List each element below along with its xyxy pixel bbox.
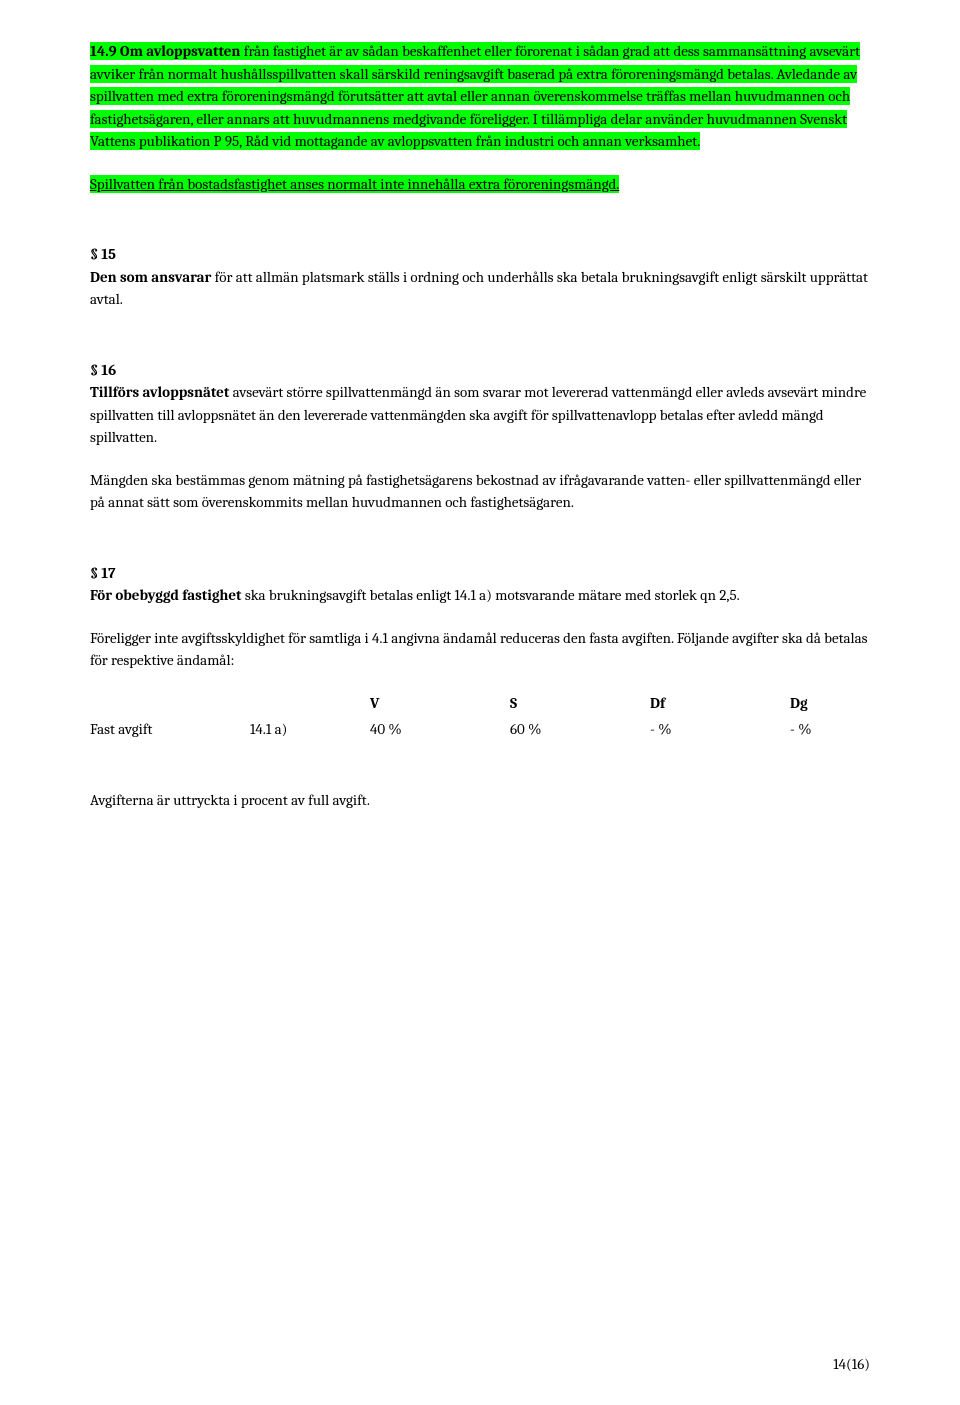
section-16-body: Tillförs avloppsnätet avsevärt större sp… [90,381,870,449]
section-17-text: ska brukningsavgift betalas enligt 14.1 … [242,586,740,604]
table-header-row: V S Df Dg [90,692,870,715]
section-16-bold: Tillförs avloppsnätet [90,383,229,401]
highlighted-text-14-9: 14.9 Om avloppsvatten från fastighet är … [90,42,860,150]
section-17-bold: För obebyggd fastighet [90,586,242,604]
table-cell-v: 40 % [370,718,510,741]
section-16-p2: Mängden ska bestämmas genom mätning på f… [90,469,870,514]
table-header-empty1 [90,692,250,715]
table-header-v: V [370,692,510,715]
section-15-bold: Den som ansvarar [90,268,211,286]
paragraph-14-9-sub: Spillvatten från bostadsfastighet anses … [90,173,870,196]
table-header-df: Df [650,692,790,715]
section-head-16: § 16 [90,359,870,382]
footnote: Avgifterna är uttryckta i procent av ful… [90,789,870,812]
table-cell-dg: - % [790,718,870,741]
section-17: § 17 För obebyggd fastighet ska brukning… [90,562,870,672]
table-cell-df: - % [650,718,790,741]
table-header-s: S [510,692,650,715]
fee-table: V S Df Dg Fast avgift 14.1 a) 40 % 60 % … [90,692,870,741]
section-15-body: Den som ansvarar för att allmän platsmar… [90,266,870,311]
page-number: 14(16) [833,1353,870,1376]
table-header-empty2 [250,692,370,715]
paragraph-14-9: 14.9 Om avloppsvatten från fastighet är … [90,40,870,153]
table-cell-s: 60 % [510,718,650,741]
section-head-15: § 15 [90,243,870,266]
section-16: § 16 Tillförs avloppsnätet avsevärt stör… [90,359,870,514]
bold-lead-14-9: 14.9 Om avloppsvatten [90,42,241,60]
section-15: § 15 Den som ansvarar för att allmän pla… [90,243,870,311]
table-cell-label: Fast avgift [90,718,250,741]
section-head-17: § 17 [90,562,870,585]
table-cell-ref: 14.1 a) [250,718,370,741]
section-17-body: För obebyggd fastighet ska brukningsavgi… [90,584,870,607]
section-17-p2: Föreligger inte avgiftsskyldighet för sa… [90,627,870,672]
highlighted-underline-text: Spillvatten från bostadsfastighet anses … [90,175,619,193]
table-row: Fast avgift 14.1 a) 40 % 60 % - % - % [90,718,870,741]
table-header-dg: Dg [790,692,870,715]
